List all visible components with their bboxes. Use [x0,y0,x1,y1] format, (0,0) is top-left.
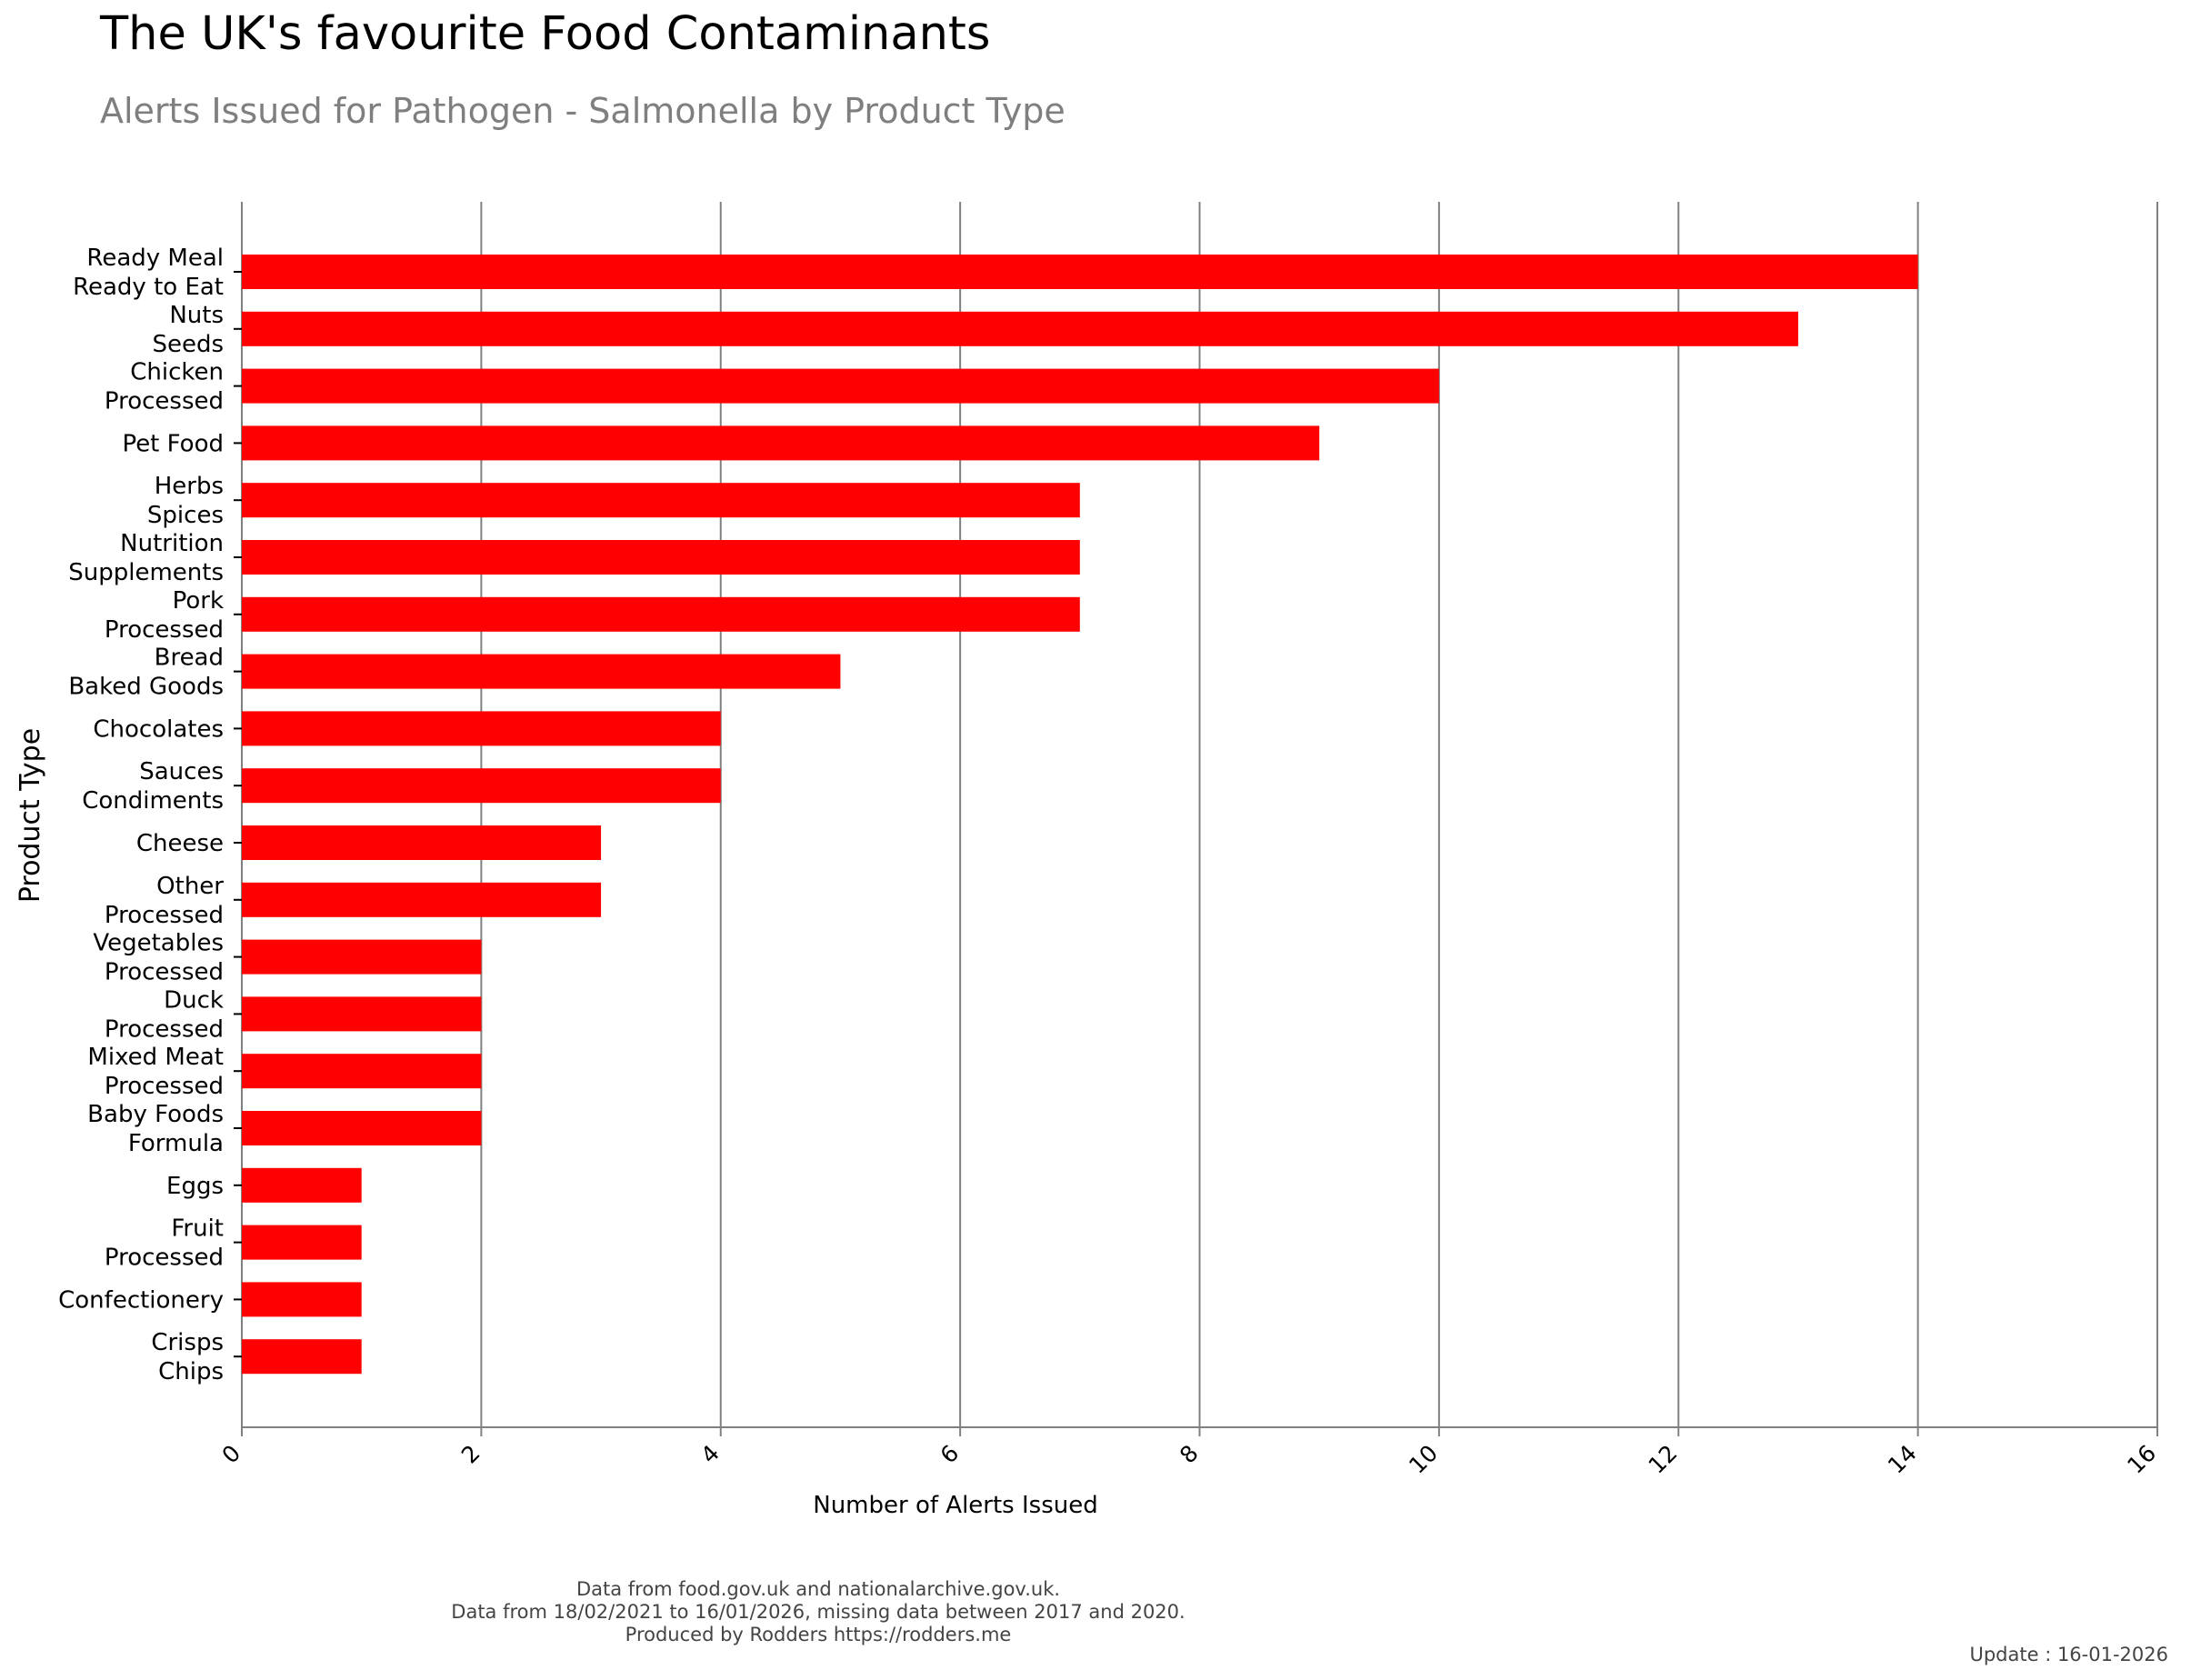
bar [242,368,1439,404]
bar [242,1339,362,1375]
category-label: Duck [164,986,224,1014]
category-label: Processed [105,902,224,929]
x-tick-label: 0 [216,1440,245,1469]
x-tick-label: 12 [1643,1440,1682,1479]
category-label: Baby Foods [87,1101,224,1128]
chart-subtitle: Alerts Issued for Pathogen - Salmonella … [100,91,1065,131]
category-label: Chips [158,1358,224,1385]
footer-notes: Data from food.gov.uk and nationalarchiv… [0,1578,1636,1646]
category-label: Vegetables [93,930,224,957]
category-label: Seeds [152,331,224,358]
gridlines [241,202,2158,1427]
bar [242,1111,482,1145]
category-label: Processed [105,616,224,644]
category-label: Fruit [171,1215,224,1243]
category-label: Supplements [68,559,224,586]
bar [242,711,721,746]
bar [242,939,482,975]
bar [242,483,1080,518]
bar [242,1167,362,1203]
category-label: Crisps [151,1329,224,1356]
bar [242,1225,362,1260]
category-label: Nutrition [120,530,224,557]
category-label: Cheese [136,830,224,857]
footer-range-line: Data from 18/02/2021 to 16/01/2026, miss… [451,1601,1186,1623]
category-label: Other [156,873,224,900]
category-label: Pet Food [122,430,224,457]
category-label: Processed [105,1073,224,1100]
bar [242,255,1918,289]
bar [242,1282,362,1317]
bar [242,425,1320,461]
category-label: Condiments [82,787,224,815]
category-label: Confectionery [58,1286,224,1314]
category-label: Formula [128,1130,224,1157]
category-label: Chocolates [93,715,224,743]
category-label: Processed [105,1015,224,1043]
x-tick-label: 2 [456,1440,485,1469]
bar [242,1054,482,1089]
category-label: Ready to Eat [73,274,224,301]
footer-source-line: Data from food.gov.uk and nationalarchiv… [575,1578,1061,1600]
x-tick-label: 14 [1883,1440,1922,1479]
category-label: Chicken [130,359,224,386]
category-label: Processed [105,388,224,415]
category-label: Eggs [166,1173,224,1200]
x-tick-label: 6 [935,1440,965,1469]
x-tick-label: 16 [2122,1440,2161,1479]
bar [242,825,602,860]
category-label: Baked Goods [68,674,224,701]
category-label: Processed [105,959,224,986]
bar [242,311,1798,346]
category-label: Nuts [169,302,224,329]
category-label: Sauces [139,758,224,785]
category-label: Ready Meal [86,245,224,272]
category-label: Processed [105,1245,224,1272]
bars [242,255,1918,1375]
x-tick-label: 8 [1175,1440,1204,1469]
x-tick-label: 10 [1404,1440,1443,1479]
bar [242,540,1080,575]
bar [242,996,482,1032]
category-label: Bread [155,645,224,672]
category-label: Spices [147,502,224,529]
bar [242,654,841,689]
bar [242,882,602,917]
footer-credit-line: Produced by Rodders https://rodders.me [625,1624,1012,1645]
category-label: Pork [173,587,224,615]
category-label: Herbs [155,473,224,500]
update-date: Update : 16-01-2026 [1969,1644,2168,1665]
chart-title: The UK's favourite Food Contaminants [100,7,991,61]
bar [242,768,721,804]
x-axis-label: Number of Alerts Issued [813,1492,1097,1519]
y-axis-label: Product Type [15,728,46,903]
bar [242,596,1080,632]
category-label: Mixed Meat [87,1044,224,1071]
x-tick-label: 4 [695,1440,725,1469]
